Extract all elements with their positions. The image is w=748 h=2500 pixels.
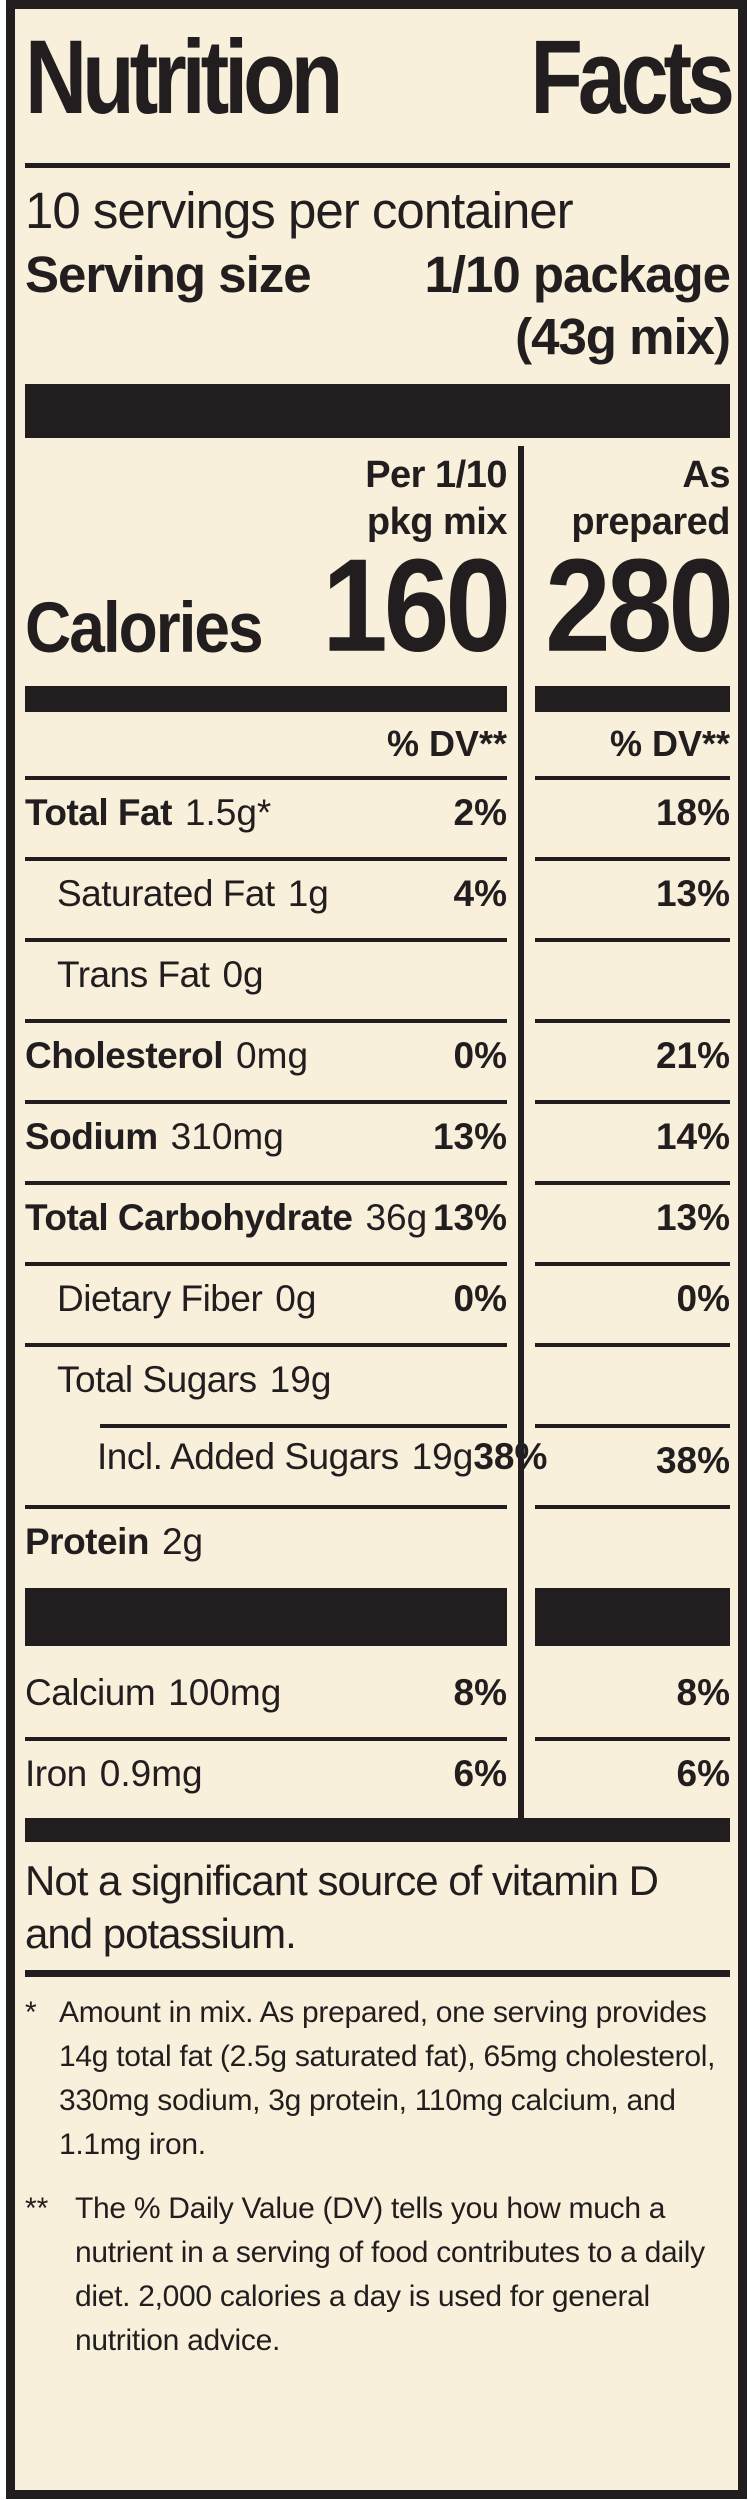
nutrient-dv-prepared: 18% xyxy=(655,792,730,833)
nutrient-name: Calcium xyxy=(25,1672,156,1713)
nutrient-name: Sodium xyxy=(25,1116,158,1157)
calories-label: Calories xyxy=(25,586,264,668)
footnote-marker: ** xyxy=(25,2192,49,2225)
footnote-rule xyxy=(25,1970,730,1977)
nutrient-dv-prepared: 0% xyxy=(676,1278,730,1319)
footnote-amount-in-mix: * Amount in mix. As prepared, one servin… xyxy=(25,1991,730,2167)
nutrient-dv-prepared: 8% xyxy=(676,1672,730,1713)
nutrient-amount: 310mg xyxy=(170,1116,284,1157)
nutrient-amount: 100mg xyxy=(168,1672,282,1713)
nutrient-name: Cholesterol xyxy=(25,1035,224,1076)
serving-size-label: Serving size xyxy=(25,246,312,303)
nutrient-dv-mix: 4% xyxy=(453,873,507,914)
separator-bar-top xyxy=(25,384,730,438)
nutrient-dv-mix: 13% xyxy=(432,1197,507,1238)
nutrient-dv-mix: 2% xyxy=(453,792,507,833)
two-column-table: Per 1/10 pkg mix As prepared Calories 16… xyxy=(25,442,734,1818)
panel-title: Nutrition Facts xyxy=(25,19,735,163)
nutrient-dv-mix: 6% xyxy=(453,1753,507,1794)
nutrient-name: Total Carbohydrate xyxy=(25,1197,353,1238)
nutrient-name: Incl. Added Sugars xyxy=(97,1436,399,1477)
nutrient-dv-prepared: 13% xyxy=(655,873,730,914)
nutrient-name: Total Fat xyxy=(25,792,172,833)
nutrient-dv-prepared: 6% xyxy=(676,1753,730,1794)
nutrient-name: Saturated Fat xyxy=(57,873,275,914)
nutrient-amount: 0.9mg xyxy=(99,1753,203,1794)
calories-prepared-cell: 280 xyxy=(535,540,734,686)
row-saturated-fat: Saturated Fat 1g 4% 13% xyxy=(25,857,730,938)
nutrient-name: Protein xyxy=(25,1521,149,1562)
footnote-text: The % Daily Value (DV) tells you how muc… xyxy=(75,2192,705,2357)
column-divider xyxy=(518,446,524,1818)
nutrient-amount: 2g xyxy=(161,1521,204,1562)
dv-header-mix: % DV** xyxy=(386,723,507,764)
nutrient-amount: 0g xyxy=(222,954,264,995)
mix-column-header: Per 1/10 pkg mix xyxy=(365,454,507,543)
footnote-text: Amount in mix. As prepared, one serving … xyxy=(59,1996,716,2161)
serving-size-weight: (43g mix) xyxy=(515,308,731,365)
column-headers: Per 1/10 pkg mix As prepared xyxy=(25,442,730,546)
nutrient-amount: 1g xyxy=(287,873,329,914)
serving-size-value: 1/10 package xyxy=(424,246,731,303)
nutrient-name: Trans Fat xyxy=(57,954,210,995)
nutrient-amount: 19g xyxy=(269,1359,332,1400)
nutrient-dv-mix: 38% xyxy=(473,1436,548,1477)
row-sodium: Sodium 310mg 13% 14% xyxy=(25,1100,730,1181)
row-cholesterol: Cholesterol 0mg 0% 21% xyxy=(25,1019,730,1100)
row-protein: Protein 2g xyxy=(25,1505,730,1586)
row-total-carbohydrate: Total Carbohydrate 36g 13% 13% xyxy=(25,1181,730,1262)
nutrient-dv-mix: 0% xyxy=(453,1035,507,1076)
separator-bar-vitamins xyxy=(25,1588,730,1646)
nutrient-dv-mix: 8% xyxy=(453,1672,507,1713)
nutrient-amount: 0mg xyxy=(236,1035,309,1076)
nutrient-dv-prepared: 14% xyxy=(655,1116,730,1157)
row-iron: Iron 0.9mg 6% 6% xyxy=(25,1737,730,1818)
row-dietary-fiber: Dietary Fiber 0g 0% 0% xyxy=(25,1262,730,1343)
nutrient-amount: 19g xyxy=(411,1436,474,1477)
daily-value-header-row: % DV** % DV** xyxy=(25,712,730,776)
separator-bar-calories xyxy=(25,686,730,712)
row-added-sugars: Incl. Added Sugars 19g 38% 38% xyxy=(25,1424,730,1505)
nutrient-dv-mix: 13% xyxy=(432,1116,507,1157)
nutrient-dv-mix: 0% xyxy=(453,1278,507,1319)
row-calcium: Calcium 100mg 8% 8% xyxy=(25,1660,730,1737)
title-word-nutrition: Nutrition xyxy=(25,19,343,137)
footnote-daily-value: ** The % Daily Value (DV) tells you how … xyxy=(25,2187,730,2363)
servings-per-container: 10 servings per container xyxy=(25,182,574,239)
title-rule xyxy=(25,163,730,168)
footnote-marker: * xyxy=(25,1996,37,2029)
calories-mix-value: 160 xyxy=(322,532,511,680)
nutrient-amount: 1.5g* xyxy=(184,792,272,833)
calories-prepared-value: 280 xyxy=(545,532,734,680)
nutrient-name: Iron xyxy=(25,1753,87,1794)
nutrient-dv-prepared: 13% xyxy=(655,1197,730,1238)
nutrient-name: Total Sugars xyxy=(57,1359,257,1400)
nutrient-amount: 0g xyxy=(275,1278,317,1319)
row-total-fat: Total Fat 1.5g* 2% 18% xyxy=(25,776,730,857)
calories-mix-cell: Calories 160 xyxy=(25,540,511,686)
calories-row: Calories 160 280 xyxy=(25,540,734,686)
nutrient-amount: 36g xyxy=(365,1197,428,1238)
not-significant-note: Not a significant source of vitamin D an… xyxy=(25,1857,659,1957)
row-total-sugars: Total Sugars 19g xyxy=(25,1343,730,1424)
nutrient-name: Dietary Fiber xyxy=(57,1278,263,1319)
nutrient-dv-prepared: 38% xyxy=(655,1440,730,1481)
dv-header-prepared: % DV** xyxy=(609,723,730,764)
serving-size-row: Serving size 1/10 package xyxy=(25,244,731,306)
prepared-column-header: As prepared xyxy=(571,454,730,543)
separator-bar-bottom xyxy=(25,1818,730,1842)
title-word-facts: Facts xyxy=(530,19,735,137)
nutrient-dv-prepared: 21% xyxy=(655,1035,730,1076)
row-trans-fat: Trans Fat 0g xyxy=(25,938,730,1019)
nutrition-facts-panel: Nutrition Facts 10 servings per containe… xyxy=(6,0,747,2499)
